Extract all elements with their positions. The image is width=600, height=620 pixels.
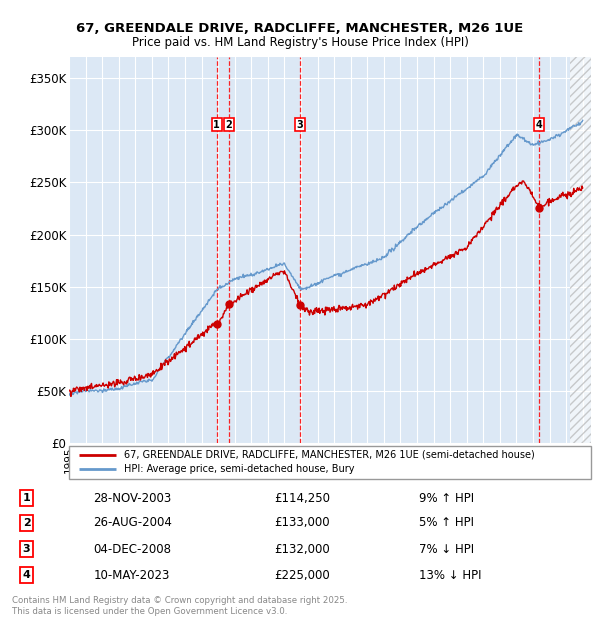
Text: 26-AUG-2004: 26-AUG-2004: [94, 516, 172, 529]
Text: 3: 3: [23, 544, 31, 554]
Text: HPI: Average price, semi-detached house, Bury: HPI: Average price, semi-detached house,…: [124, 464, 355, 474]
Text: 10-MAY-2023: 10-MAY-2023: [94, 569, 170, 582]
Text: 3: 3: [296, 120, 303, 130]
Text: 1: 1: [23, 493, 31, 503]
Text: 4: 4: [536, 120, 542, 130]
Text: Price paid vs. HM Land Registry's House Price Index (HPI): Price paid vs. HM Land Registry's House …: [131, 36, 469, 49]
Text: 67, GREENDALE DRIVE, RADCLIFFE, MANCHESTER, M26 1UE: 67, GREENDALE DRIVE, RADCLIFFE, MANCHEST…: [76, 22, 524, 35]
FancyBboxPatch shape: [69, 446, 591, 479]
Text: £132,000: £132,000: [274, 542, 329, 556]
Text: 1: 1: [213, 120, 220, 130]
Text: 2: 2: [23, 518, 31, 528]
Text: 67, GREENDALE DRIVE, RADCLIFFE, MANCHESTER, M26 1UE (semi-detached house): 67, GREENDALE DRIVE, RADCLIFFE, MANCHEST…: [124, 450, 535, 460]
Text: 13% ↓ HPI: 13% ↓ HPI: [419, 569, 482, 582]
Text: 2: 2: [226, 120, 232, 130]
Text: £133,000: £133,000: [274, 516, 329, 529]
Text: 4: 4: [23, 570, 31, 580]
Text: 28-NOV-2003: 28-NOV-2003: [94, 492, 172, 505]
Text: Contains HM Land Registry data © Crown copyright and database right 2025.
This d: Contains HM Land Registry data © Crown c…: [12, 596, 347, 616]
Text: 9% ↑ HPI: 9% ↑ HPI: [419, 492, 475, 505]
Text: £225,000: £225,000: [274, 569, 329, 582]
Text: 04-DEC-2008: 04-DEC-2008: [94, 542, 172, 556]
Bar: [570, 57, 591, 443]
Text: 7% ↓ HPI: 7% ↓ HPI: [419, 542, 475, 556]
Text: 5% ↑ HPI: 5% ↑ HPI: [419, 516, 475, 529]
Text: £114,250: £114,250: [274, 492, 330, 505]
